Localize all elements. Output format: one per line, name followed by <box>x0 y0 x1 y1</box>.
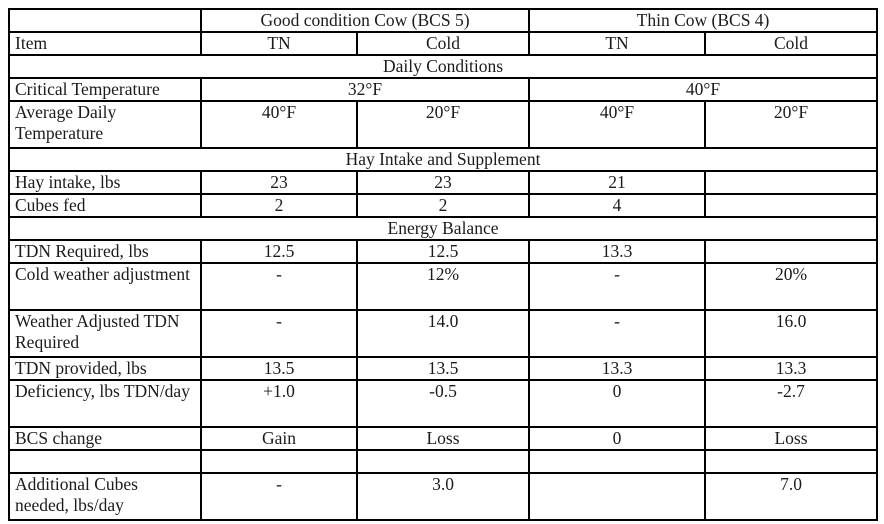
cell-tn-good: 2 <box>200 193 358 218</box>
group-header-row: Good condition Cow (BCS 5) Thin Cow (BCS… <box>8 8 879 33</box>
row-critical-temperature: Critical Temperature 32°F 40°F <box>8 77 879 102</box>
cell-cold-good: 12% <box>355 262 531 311</box>
cell-tn-good: +1.0 <box>200 379 358 428</box>
cell-tn-good: Gain <box>200 426 358 451</box>
cell-label: Critical Temperature <box>8 77 202 102</box>
cell-label: TDN Required, lbs <box>8 239 202 264</box>
cell-cold-good: 20°F <box>355 100 531 149</box>
row-deficiency: Deficiency, lbs TDN/day +1.0 -0.5 0 -2.7 <box>8 379 879 428</box>
cell-cold-thin: -2.7 <box>704 379 879 428</box>
cell-tn-thin: 0 <box>528 426 707 451</box>
cell-cold-good: 2 <box>355 193 531 218</box>
cell-label: BCS change <box>8 426 202 451</box>
section-title: Energy Balance <box>7 216 879 241</box>
section-row-energy-balance: Energy Balance <box>7 216 879 241</box>
cell-tn-thin: - <box>528 262 707 311</box>
column-header-tn-good: TN <box>200 31 358 56</box>
cell-cold-thin: 20% <box>704 262 879 311</box>
cell-tn-thin: 4 <box>528 193 707 218</box>
cell-cold-thin: 13.3 <box>704 356 879 381</box>
corner-cell <box>8 8 202 33</box>
cow-bcs-energy-table: Good condition Cow (BCS 5) Thin Cow (BCS… <box>7 8 879 521</box>
row-additional-cubes-needed: Additional Cubes needed, lbs/day - 3.0 7… <box>8 472 879 521</box>
row-tdn-provided: TDN provided, lbs 13.5 13.5 13.3 13.3 <box>8 356 879 381</box>
row-hay-intake: Hay intake, lbs 23 23 21 <box>8 170 879 195</box>
row-bcs-change: BCS change Gain Loss 0 Loss <box>8 426 879 451</box>
cell-label: Additional Cubes needed, lbs/day <box>8 472 202 521</box>
cell-tn-good: 12.5 <box>200 239 358 264</box>
section-row-daily-conditions: Daily Conditions <box>7 54 879 79</box>
row-average-daily-temperature: Average Daily Temperature 40°F 20°F 40°F… <box>8 100 879 149</box>
cell-tn-thin: - <box>528 309 707 358</box>
cell-tn-thin: 21 <box>528 170 707 195</box>
cell-cold-thin <box>704 193 879 218</box>
cell-label <box>8 449 202 474</box>
cell-cold-good: -0.5 <box>355 379 531 428</box>
cell-thin-cow: 40°F <box>528 77 879 102</box>
section-title: Hay Intake and Supplement <box>7 147 879 172</box>
cell-label: Deficiency, lbs TDN/day <box>8 379 202 428</box>
cell-cold-good: 3.0 <box>355 472 531 521</box>
cell-tn-thin: 13.3 <box>528 356 707 381</box>
row-spacer <box>8 449 879 474</box>
column-header-row: Item TN Cold TN Cold <box>8 31 879 56</box>
cell-cold-thin <box>704 239 879 264</box>
column-header-tn-thin: TN <box>528 31 707 56</box>
cell-tn-thin <box>528 472 707 521</box>
group-header-good-cow: Good condition Cow (BCS 5) <box>199 8 531 33</box>
cell-tn-good: 23 <box>200 170 358 195</box>
cell-cold-good: 13.5 <box>355 356 531 381</box>
cell-tn-thin <box>528 449 707 474</box>
cell-tn-good <box>200 449 358 474</box>
row-cold-weather-adjustment: Cold weather adjustment - 12% - 20% <box>8 262 879 311</box>
cell-label: TDN provided, lbs <box>8 356 202 381</box>
cell-label: Average Daily Temperature <box>8 100 202 149</box>
cell-label: Cold weather adjustment <box>8 262 202 311</box>
row-cubes-fed: Cubes fed 2 2 4 <box>8 193 879 218</box>
column-header-cold-thin: Cold <box>704 31 879 56</box>
row-tdn-required: TDN Required, lbs 12.5 12.5 13.3 <box>8 239 879 264</box>
cell-cold-thin: Loss <box>704 426 879 451</box>
column-header-cold-good: Cold <box>355 31 531 56</box>
cell-cold-thin <box>704 170 879 195</box>
section-row-hay-intake: Hay Intake and Supplement <box>7 147 879 172</box>
group-header-thin-cow: Thin Cow (BCS 4) <box>528 8 879 33</box>
cell-tn-good: 13.5 <box>200 356 358 381</box>
cell-tn-good: - <box>200 262 358 311</box>
cell-cold-good <box>355 449 531 474</box>
cell-tn-good: - <box>200 472 358 521</box>
cell-label: Hay intake, lbs <box>8 170 202 195</box>
cell-cold-thin <box>704 449 879 474</box>
cell-cold-thin: 7.0 <box>704 472 879 521</box>
cell-cold-good: Loss <box>355 426 531 451</box>
cell-cold-thin: 16.0 <box>704 309 879 358</box>
cell-good-cow: 32°F <box>199 77 531 102</box>
section-title: Daily Conditions <box>7 54 879 79</box>
cell-label: Weather Adjusted TDN Required <box>8 309 202 358</box>
column-header-item: Item <box>8 31 202 56</box>
cell-tn-thin: 13.3 <box>528 239 707 264</box>
cell-cold-good: 14.0 <box>355 309 531 358</box>
cell-cold-thin: 20°F <box>704 100 879 149</box>
cell-tn-good: 40°F <box>200 100 358 149</box>
cell-cold-good: 23 <box>355 170 531 195</box>
cell-tn-thin: 0 <box>528 379 707 428</box>
cell-tn-good: - <box>200 309 358 358</box>
cell-cold-good: 12.5 <box>355 239 531 264</box>
row-weather-adjusted-tdn-required: Weather Adjusted TDN Required - 14.0 - 1… <box>8 309 879 358</box>
cell-label: Cubes fed <box>8 193 202 218</box>
cell-tn-thin: 40°F <box>528 100 707 149</box>
